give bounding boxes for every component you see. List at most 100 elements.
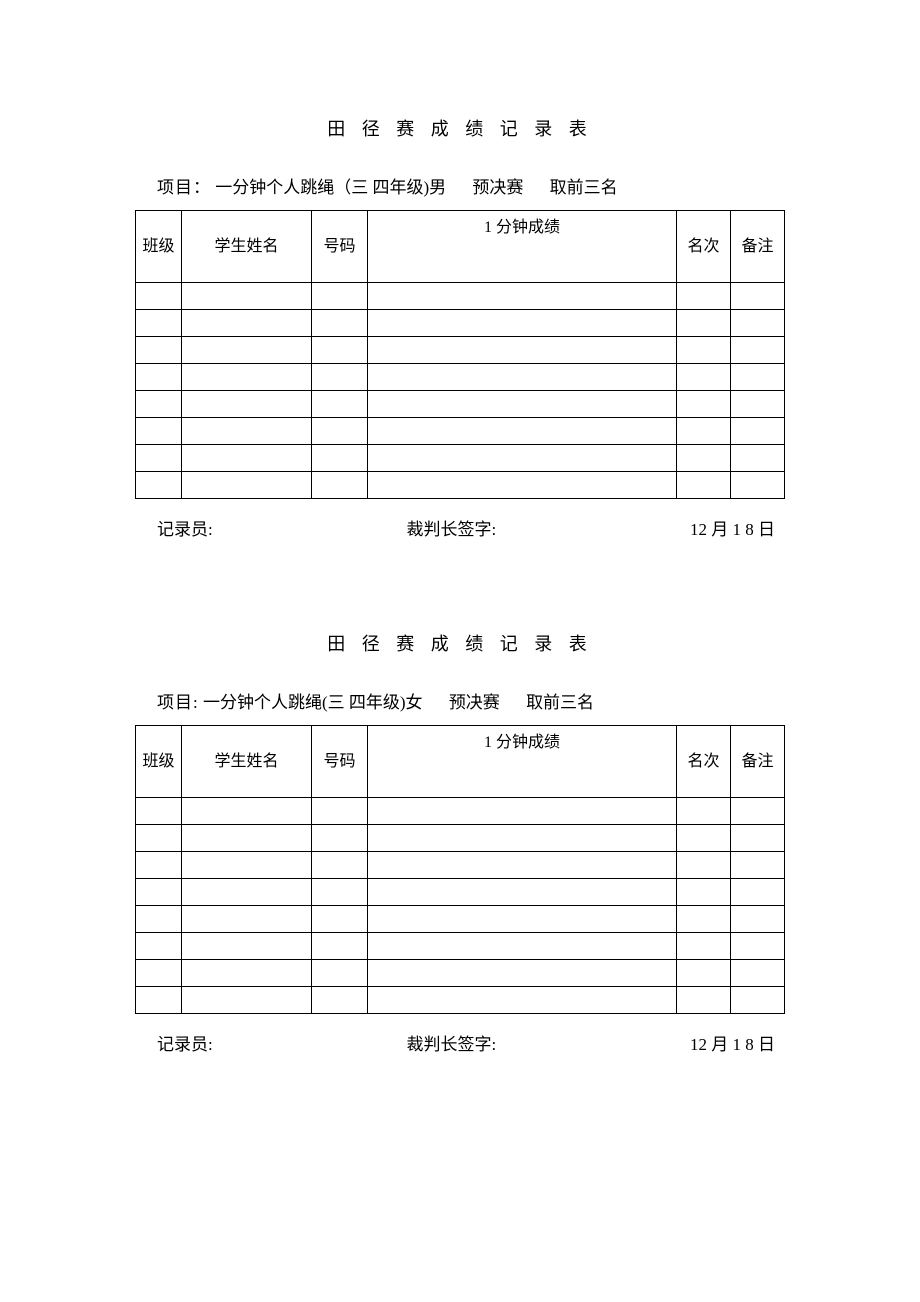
- table-row: [136, 283, 785, 310]
- subtitle-event: 一分钟个人跳绳（三 四年级)男: [215, 173, 446, 198]
- table-cell: [368, 337, 677, 364]
- table-cell: [136, 310, 182, 337]
- table-cell: [182, 472, 312, 499]
- table-cell: [312, 445, 368, 472]
- table-cell: [677, 472, 731, 499]
- table-cell: [182, 906, 312, 933]
- table-cell: [136, 906, 182, 933]
- table-cell: [182, 364, 312, 391]
- table-cell: [182, 418, 312, 445]
- footer-referee: 裁判长签字:: [407, 515, 497, 540]
- form-subtitle: 项目: 一分钟个人跳绳(三 四年级)女 预决赛 取前三名: [135, 688, 785, 713]
- table-cell: [182, 283, 312, 310]
- table-cell: [368, 310, 677, 337]
- table-cell: [136, 825, 182, 852]
- subtitle-event: 一分钟个人跳绳(三 四年级)女: [203, 688, 423, 713]
- table-cell: [677, 418, 731, 445]
- table-cell: [731, 933, 785, 960]
- table-cell: [182, 960, 312, 987]
- table-cell: [312, 391, 368, 418]
- col-note: 备注: [731, 726, 785, 798]
- table-cell: [312, 364, 368, 391]
- table-cell: [182, 310, 312, 337]
- footer-recorder: 记录员:: [157, 515, 213, 540]
- table-cell: [312, 987, 368, 1014]
- table-cell: [368, 798, 677, 825]
- table-cell: [182, 852, 312, 879]
- subtitle-rank: 取前三名: [550, 173, 618, 198]
- table-cell: [136, 987, 182, 1014]
- table-row: [136, 310, 785, 337]
- table-cell: [312, 472, 368, 499]
- subtitle-round: 预决赛: [472, 173, 523, 198]
- table-header-row: 班级 学生姓名 号码 1 分钟成绩 名次 备注: [136, 211, 785, 283]
- table-cell: [136, 879, 182, 906]
- table-row: [136, 906, 785, 933]
- table-cell: [312, 906, 368, 933]
- table-cell: [677, 879, 731, 906]
- form-title: 田 径 赛 成 绩 记 录 表: [135, 115, 785, 141]
- table-row: [136, 391, 785, 418]
- table-cell: [731, 337, 785, 364]
- table-cell: [312, 852, 368, 879]
- table-cell: [731, 987, 785, 1014]
- table-cell: [182, 337, 312, 364]
- table-cell: [312, 879, 368, 906]
- table-row: [136, 445, 785, 472]
- table-cell: [368, 364, 677, 391]
- table-row: [136, 987, 785, 1014]
- table-cell: [677, 364, 731, 391]
- table-cell: [136, 798, 182, 825]
- form-footer: 记录员: 裁判长签字: 12 月 1 8 日: [135, 1030, 785, 1055]
- table-cell: [731, 283, 785, 310]
- table-cell: [677, 310, 731, 337]
- table-cell: [136, 445, 182, 472]
- table-cell: [731, 960, 785, 987]
- footer-date: 12 月 1 8 日: [690, 1030, 775, 1055]
- table-row: [136, 933, 785, 960]
- col-name: 学生姓名: [182, 211, 312, 283]
- table-cell: [368, 283, 677, 310]
- table-cell: [368, 852, 677, 879]
- table-cell: [677, 825, 731, 852]
- table-cell: [731, 310, 785, 337]
- table-cell: [312, 283, 368, 310]
- table-cell: [136, 472, 182, 499]
- footer-date: 12 月 1 8 日: [690, 515, 775, 540]
- subtitle-label: 项目:: [157, 688, 199, 713]
- table-cell: [731, 906, 785, 933]
- form-title: 田 径 赛 成 绩 记 录 表: [135, 630, 785, 656]
- table-cell: [136, 391, 182, 418]
- table-body: [136, 798, 785, 1014]
- table-cell: [312, 825, 368, 852]
- table-cell: [182, 825, 312, 852]
- table-cell: [182, 445, 312, 472]
- table-cell: [731, 825, 785, 852]
- table-cell: [368, 933, 677, 960]
- table-cell: [182, 933, 312, 960]
- table-cell: [136, 960, 182, 987]
- table-row: [136, 798, 785, 825]
- table-cell: [136, 418, 182, 445]
- col-rank: 名次: [677, 726, 731, 798]
- table-cell: [368, 987, 677, 1014]
- table-row: [136, 418, 785, 445]
- table-cell: [368, 879, 677, 906]
- table-cell: [182, 798, 312, 825]
- table-row: [136, 825, 785, 852]
- table-cell: [677, 933, 731, 960]
- score-table: 班级 学生姓名 号码 1 分钟成绩 名次 备注: [135, 725, 785, 1014]
- score-table: 班级 学生姓名 号码 1 分钟成绩 名次 备注: [135, 210, 785, 499]
- table-cell: [312, 933, 368, 960]
- table-cell: [677, 960, 731, 987]
- col-number: 号码: [312, 211, 368, 283]
- table-cell: [677, 906, 731, 933]
- subtitle-rank: 取前三名: [526, 688, 594, 713]
- table-cell: [677, 283, 731, 310]
- table-cell: [312, 798, 368, 825]
- col-score: 1 分钟成绩: [368, 726, 677, 798]
- table-cell: [136, 337, 182, 364]
- table-cell: [677, 852, 731, 879]
- table-cell: [731, 852, 785, 879]
- table-cell: [368, 418, 677, 445]
